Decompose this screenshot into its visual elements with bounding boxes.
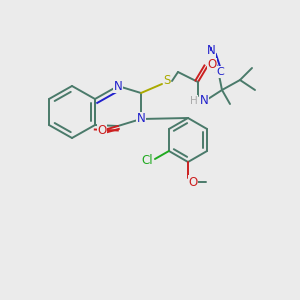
Text: N: N	[114, 80, 122, 92]
Text: N: N	[207, 44, 215, 58]
Text: C: C	[216, 67, 224, 77]
Text: O: O	[207, 58, 217, 71]
Text: O: O	[188, 176, 198, 188]
Text: O: O	[98, 124, 106, 136]
Text: Cl: Cl	[141, 154, 153, 167]
Text: S: S	[163, 74, 171, 88]
Text: H: H	[190, 96, 198, 106]
Text: N: N	[200, 94, 208, 107]
Text: N: N	[136, 112, 146, 125]
